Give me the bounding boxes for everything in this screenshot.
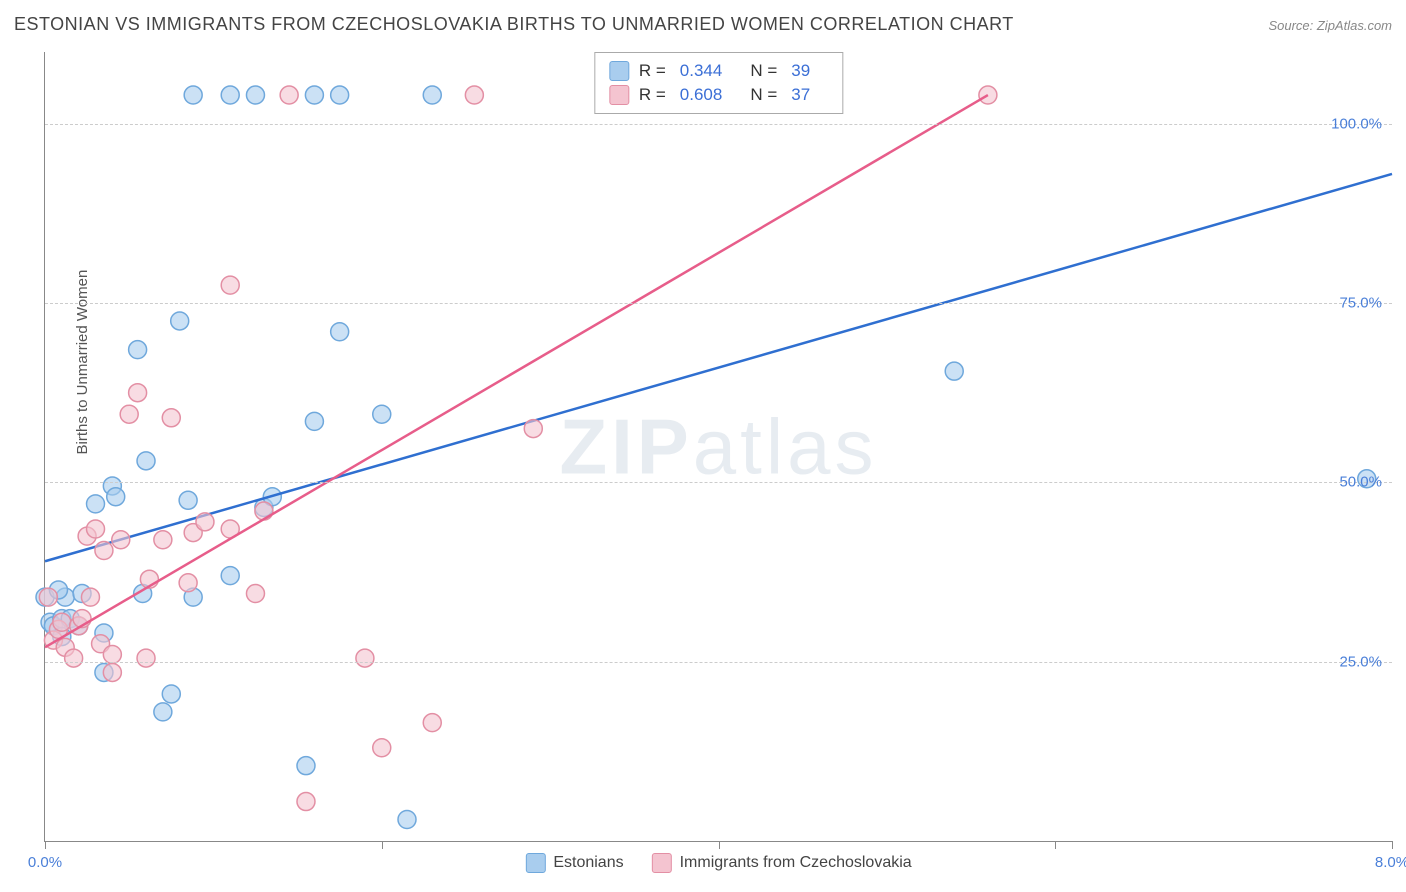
data-point [465, 86, 483, 104]
r-value-1: 0.608 [680, 85, 723, 105]
stats-legend-box: R = 0.344 N = 39 R = 0.608 N = 37 [594, 52, 843, 114]
data-point [280, 86, 298, 104]
n-value-1: 37 [791, 85, 810, 105]
data-point [112, 531, 130, 549]
data-point [87, 495, 105, 513]
x-tick-label: 8.0% [1375, 854, 1406, 871]
stats-row-1: R = 0.608 N = 37 [609, 83, 828, 107]
chart-header: ESTONIAN VS IMMIGRANTS FROM CZECHOSLOVAK… [14, 14, 1392, 35]
data-point [129, 384, 147, 402]
data-point [398, 810, 416, 828]
data-point [129, 341, 147, 359]
data-point [331, 323, 349, 341]
legend-bottom: Estonians Immigrants from Czechoslovakia [525, 853, 911, 873]
data-point [373, 405, 391, 423]
y-tick-label: 75.0% [1339, 295, 1382, 312]
data-point [331, 86, 349, 104]
y-tick-label: 25.0% [1339, 653, 1382, 670]
legend-swatch-0 [525, 853, 545, 873]
data-point [154, 531, 172, 549]
data-point [297, 793, 315, 811]
data-point [246, 86, 264, 104]
data-point [221, 276, 239, 294]
legend-item-1: Immigrants from Czechoslovakia [652, 853, 912, 873]
data-point [137, 452, 155, 470]
data-point [120, 405, 138, 423]
data-point [305, 412, 323, 430]
plot-svg [45, 52, 1392, 841]
data-point [423, 714, 441, 732]
data-point [162, 409, 180, 427]
data-point [305, 86, 323, 104]
x-tick-label: 0.0% [28, 854, 62, 871]
r-value-0: 0.344 [680, 61, 723, 81]
data-point [95, 542, 113, 560]
data-point [107, 488, 125, 506]
legend-swatch-1 [652, 853, 672, 873]
legend-item-0: Estonians [525, 853, 623, 873]
chart-source: Source: ZipAtlas.com [1268, 18, 1392, 33]
data-point [154, 703, 172, 721]
data-point [297, 757, 315, 775]
data-point [524, 420, 542, 438]
legend-label-1: Immigrants from Czechoslovakia [680, 854, 912, 872]
data-point [356, 649, 374, 667]
data-point [221, 567, 239, 585]
data-point [87, 520, 105, 538]
plot-area: ZIPatlas R = 0.344 N = 39 R = 0.608 N = … [44, 52, 1392, 842]
data-point [221, 86, 239, 104]
legend-label-0: Estonians [553, 854, 623, 872]
data-point [39, 588, 57, 606]
data-point [53, 613, 71, 631]
data-point [162, 685, 180, 703]
data-point [945, 362, 963, 380]
stats-row-0: R = 0.344 N = 39 [609, 59, 828, 83]
data-point [184, 86, 202, 104]
data-point [423, 86, 441, 104]
legend-swatch-pink [609, 85, 629, 105]
data-point [373, 739, 391, 757]
trend-line [45, 174, 1392, 561]
y-tick-label: 100.0% [1331, 115, 1382, 132]
data-point [196, 513, 214, 531]
legend-swatch-blue [609, 61, 629, 81]
data-point [103, 663, 121, 681]
data-point [137, 649, 155, 667]
y-tick-label: 50.0% [1339, 474, 1382, 491]
data-point [81, 588, 99, 606]
data-point [246, 585, 264, 603]
trend-line [45, 95, 988, 647]
data-point [179, 491, 197, 509]
chart-title: ESTONIAN VS IMMIGRANTS FROM CZECHOSLOVAK… [14, 14, 1014, 35]
n-value-0: 39 [791, 61, 810, 81]
data-point [179, 574, 197, 592]
data-point [171, 312, 189, 330]
data-point [65, 649, 83, 667]
data-point [255, 502, 273, 520]
